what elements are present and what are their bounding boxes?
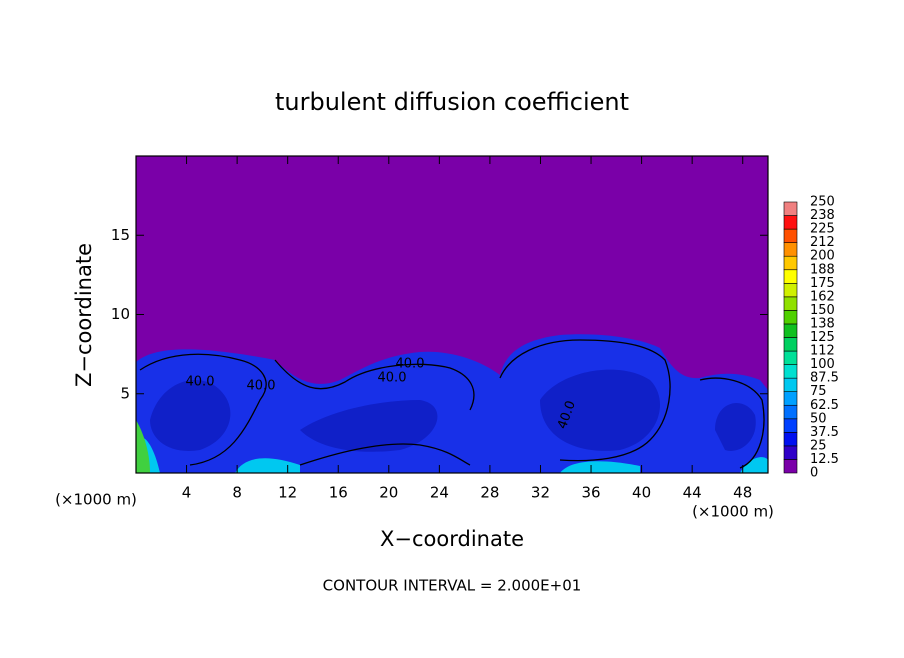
colorbar-label: 225 [810,222,835,237]
y-axis-label: Z−coordinate [72,243,96,387]
x-tick-label: 44 [683,484,702,502]
colorbar-box [783,323,798,338]
colorbar-box [783,391,798,406]
colorbar-label: 125 [810,330,835,345]
field-region [136,420,150,473]
colorbar-box [783,377,798,392]
colorbar-label: 12.5 [810,452,839,467]
colorbar-label: 150 [810,303,835,318]
x-tick-label: 28 [480,484,499,502]
colorbar-label: 162 [810,289,835,304]
y-tick-label: 10 [111,305,130,323]
x-tick-label: 24 [430,484,449,502]
colorbar-label: 50 [810,411,827,426]
field-region [136,437,768,473]
colorbar-box [783,255,798,271]
annotation: CONTOUR INTERVAL = 2.000E+01 [323,577,582,595]
colorbar-box [783,337,798,352]
x-tick-label: 48 [733,484,752,502]
colorbar-label: 238 [810,208,835,223]
x-unit-label: (×1000 m) [692,503,774,521]
colorbar-box [783,296,798,311]
x-tick-label: 12 [278,484,297,502]
x-unit-label: (×1000 m) [55,491,137,509]
colorbar-box [783,269,798,284]
contour-label: 40.0 [378,371,407,386]
colorbar-box [783,201,798,216]
colorbar-box [783,445,798,460]
colorbar-label: 0 [810,466,818,481]
colorbar-label: 87.5 [810,371,839,386]
colorbar-box [783,364,798,379]
x-tick-label: 8 [232,484,242,502]
colorbar-label: 188 [810,262,835,277]
colorbar-label: 112 [810,344,835,359]
y-tick-label: 5 [120,384,130,402]
contour-label: 40.0 [396,357,425,372]
colorbar-box [783,432,798,447]
colorbar-label: 75 [810,384,827,399]
chart-title: turbulent diffusion coefficient [275,88,629,116]
colorbar-box [783,404,798,420]
x-tick-label: 20 [379,484,398,502]
x-tick-label: 36 [581,484,600,502]
colorbar-label: 200 [810,249,835,264]
colorbar-label: 175 [810,276,835,291]
colorbar-box [783,242,798,257]
colorbar-label: 25 [810,438,827,453]
colorbar-label: 212 [810,235,835,250]
colorbar-box [783,418,798,433]
field-region [150,369,756,452]
x-axis-label: X−coordinate [380,527,524,551]
colorbar-box [783,228,798,243]
contour-label: 40.0 [247,379,276,394]
colorbar-box [783,215,798,230]
x-tick-label: 16 [329,484,348,502]
colorbar-box [783,282,798,298]
colorbar-box [783,459,798,474]
colorbar-label: 37.5 [810,425,839,440]
y-tick-label: 15 [111,226,130,244]
colorbar-label: 62.5 [810,398,839,413]
colorbar-label: 138 [810,316,835,331]
x-tick-label: 32 [531,484,550,502]
field [136,156,768,473]
colorbar-box [783,350,798,365]
x-tick-label: 40 [632,484,651,502]
colorbar-label: 100 [810,357,835,372]
contour-line [139,339,765,469]
x-tick-label: 4 [182,484,192,502]
colorbar-label: 250 [810,195,835,210]
contour-label: 40.0 [186,375,215,390]
colorbar-box [783,310,798,325]
